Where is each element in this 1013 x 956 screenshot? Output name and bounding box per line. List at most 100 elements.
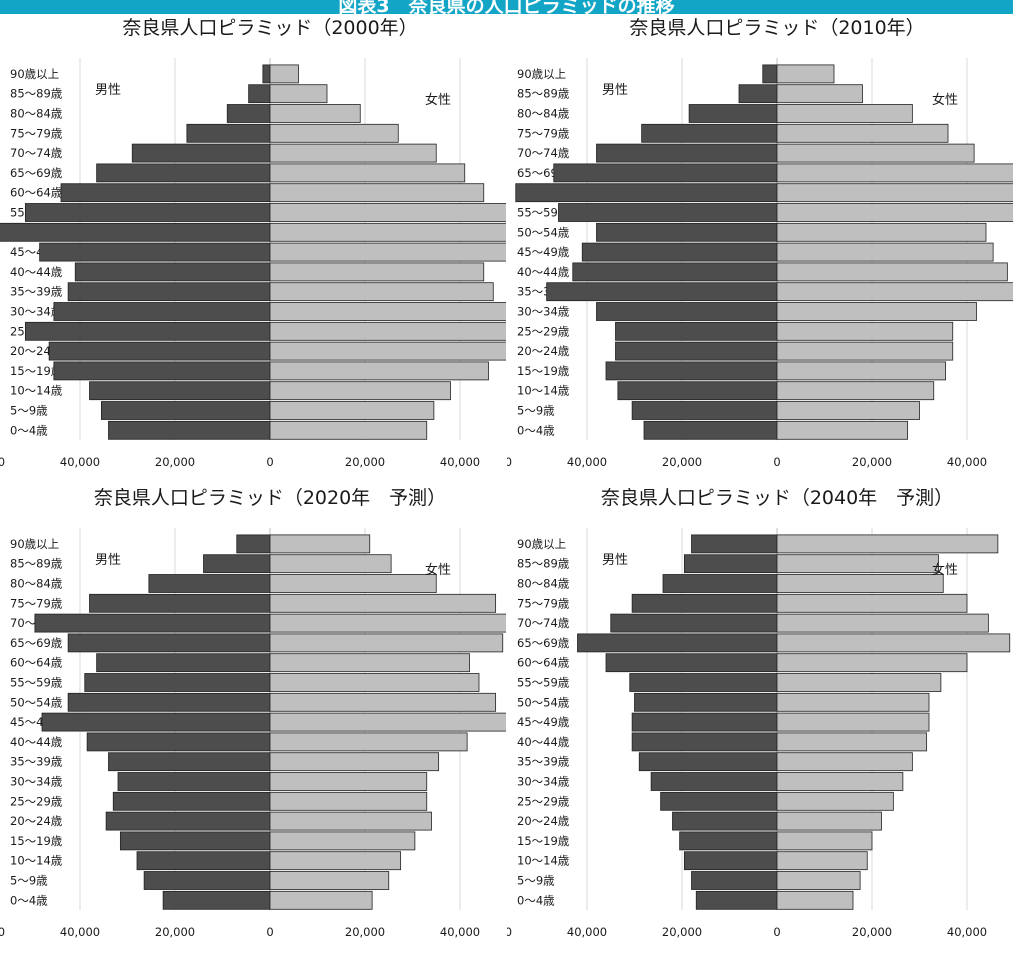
female-bar bbox=[776, 673, 942, 692]
female-bar bbox=[776, 64, 835, 84]
male-bar bbox=[643, 420, 778, 440]
x-tick-label: 40,000 bbox=[947, 925, 987, 939]
pyramid-chart-2020: 奈良県人口ピラミッド（2020年 予測）80,00060,00040,00020… bbox=[0, 484, 506, 956]
age-group-label: 90歳以上 bbox=[10, 67, 59, 81]
female-bar bbox=[776, 851, 868, 871]
age-group-label: 0～4歳 bbox=[10, 893, 48, 907]
female-bar bbox=[269, 791, 428, 811]
male-bar bbox=[605, 653, 778, 673]
male-bar bbox=[262, 64, 271, 84]
male-bar bbox=[738, 84, 778, 104]
male-bar bbox=[100, 401, 271, 420]
female-bar bbox=[776, 633, 1011, 653]
female-bar bbox=[269, 554, 392, 574]
age-group-label: 10～14歳 bbox=[10, 854, 63, 868]
age-group-label: 30～34歳 bbox=[10, 775, 63, 789]
age-group-label: 15～19歳 bbox=[10, 364, 63, 378]
female-bar bbox=[776, 123, 949, 143]
female-label: 女性 bbox=[425, 562, 451, 578]
female-bar bbox=[269, 534, 371, 554]
chart-title: 奈良県人口ピラミッド（2010年） bbox=[629, 17, 924, 39]
age-group-label: 40～44歳 bbox=[517, 265, 570, 279]
female-bar bbox=[269, 851, 402, 871]
male-bar bbox=[96, 653, 271, 673]
female-bar bbox=[269, 222, 506, 242]
female-bar bbox=[776, 871, 861, 890]
female-bar bbox=[269, 143, 437, 163]
x-tick-label: 60,000 bbox=[507, 455, 512, 469]
x-tick-label: 40,000 bbox=[567, 455, 607, 469]
age-group-label: 80～84歳 bbox=[517, 577, 570, 591]
male-bar bbox=[615, 321, 778, 341]
female-bar bbox=[776, 163, 1013, 183]
female-bar bbox=[776, 341, 954, 361]
male-bar bbox=[581, 242, 778, 262]
age-group-label: 35～39歳 bbox=[517, 755, 570, 769]
female-bar bbox=[776, 203, 1013, 222]
pyramid-svg: 奈良県人口ピラミッド（2000年）80,00060,00040,00020,00… bbox=[0, 17, 506, 469]
male-bar bbox=[615, 341, 778, 361]
x-tick-label: 20,000 bbox=[345, 925, 385, 939]
pyramid-chart-2000: 奈良県人口ピラミッド（2000年）80,00060,00040,00020,00… bbox=[0, 14, 506, 486]
female-bar bbox=[776, 752, 913, 772]
female-bar bbox=[269, 752, 440, 772]
x-tick-label: 20,000 bbox=[662, 455, 702, 469]
female-bar bbox=[776, 104, 913, 123]
female-bar bbox=[776, 692, 930, 712]
x-tick-label: 40,000 bbox=[440, 925, 480, 939]
female-bar bbox=[776, 534, 999, 554]
x-tick-label: 60,000 bbox=[0, 455, 5, 469]
age-group-label: 30～34歳 bbox=[517, 305, 570, 319]
age-group-label: 35～39歳 bbox=[10, 755, 63, 769]
male-label: 男性 bbox=[95, 83, 121, 98]
male-bar bbox=[53, 302, 271, 321]
male-bar bbox=[617, 381, 778, 401]
female-bar bbox=[776, 574, 944, 593]
female-bar bbox=[269, 242, 506, 262]
male-bar bbox=[679, 831, 778, 851]
chart-title: 奈良県人口ピラミッド（2040年 予測） bbox=[601, 487, 953, 509]
female-bar bbox=[776, 242, 994, 262]
male-bar bbox=[641, 123, 778, 143]
age-group-label: 15～19歳 bbox=[517, 834, 570, 848]
male-bar bbox=[86, 732, 271, 752]
male-bar bbox=[638, 752, 778, 772]
female-bar bbox=[776, 712, 930, 732]
male-bar bbox=[515, 183, 778, 203]
age-group-label: 60～64歳 bbox=[517, 656, 570, 670]
female-bar bbox=[269, 574, 437, 593]
age-group-label: 50～54歳 bbox=[517, 695, 570, 709]
age-group-label: 10～14歳 bbox=[10, 384, 63, 398]
male-bar bbox=[117, 772, 271, 791]
male-bar bbox=[67, 282, 271, 302]
age-group-label: 40～44歳 bbox=[517, 735, 570, 749]
x-tick-label: 0 bbox=[773, 925, 780, 939]
female-bar bbox=[269, 890, 373, 910]
age-group-label: 30～34歳 bbox=[517, 775, 570, 789]
female-bar bbox=[269, 613, 506, 633]
age-group-label: 90歳以上 bbox=[10, 537, 59, 551]
male-bar bbox=[248, 84, 271, 104]
male-bar bbox=[131, 143, 271, 163]
male-bar bbox=[610, 613, 778, 633]
male-bar bbox=[596, 143, 778, 163]
male-bar bbox=[236, 534, 271, 554]
age-group-label: 85～89歳 bbox=[517, 557, 570, 571]
age-group-label: 80～84歳 bbox=[10, 577, 63, 591]
female-bar bbox=[269, 203, 506, 222]
age-group-label: 25～29歳 bbox=[517, 794, 570, 808]
x-tick-label: 60,000 bbox=[0, 925, 5, 939]
female-bar bbox=[776, 772, 904, 791]
x-tick-label: 20,000 bbox=[852, 925, 892, 939]
age-group-label: 60～64歳 bbox=[10, 186, 63, 200]
female-bar bbox=[269, 871, 390, 890]
age-group-label: 60～64歳 bbox=[10, 656, 63, 670]
age-group-label: 15～19歳 bbox=[517, 364, 570, 378]
age-group-label: 40～44歳 bbox=[10, 735, 63, 749]
female-bar bbox=[776, 420, 909, 440]
female-bar bbox=[776, 831, 873, 851]
age-group-label: 65～69歳 bbox=[10, 166, 63, 180]
male-bar bbox=[631, 401, 778, 420]
male-bar bbox=[105, 811, 271, 831]
male-bar bbox=[67, 633, 271, 653]
